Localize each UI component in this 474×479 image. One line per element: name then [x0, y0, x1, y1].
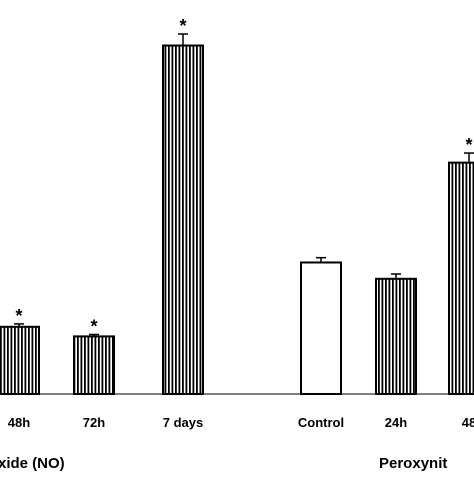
- bar-0: [0, 325, 40, 395]
- x-tick-layer: 48h 72h 7 days Control 24h 48: [8, 415, 474, 430]
- bar-1: [73, 335, 115, 395]
- x-tick-label-4: 24h: [385, 415, 407, 430]
- significance-marker-2: *: [179, 16, 186, 36]
- significance-marker-0: *: [15, 306, 22, 326]
- group-label-peroxynitrite: Peroxynit: [379, 455, 447, 472]
- x-tick-label-1: 72h: [83, 415, 105, 430]
- x-tick-label-5: 48: [462, 415, 474, 430]
- bar-4: [375, 277, 417, 395]
- significance-marker-1: *: [90, 316, 97, 336]
- x-tick-label-2: 7 days: [163, 415, 203, 430]
- bars-layer: * * * *: [0, 16, 474, 396]
- group-label-nitric-oxide: xide (NO): [0, 455, 65, 472]
- bar-3: [300, 261, 342, 396]
- x-tick-label-3: Control: [298, 415, 344, 430]
- bar-5: [448, 161, 474, 395]
- bar-2: [162, 44, 204, 396]
- x-tick-label-0: 48h: [8, 415, 30, 430]
- significance-marker-5: *: [465, 135, 472, 155]
